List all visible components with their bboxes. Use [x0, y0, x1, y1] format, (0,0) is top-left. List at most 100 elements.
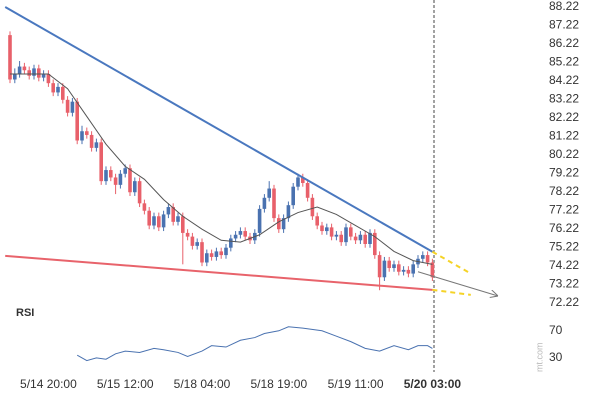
candle-body	[137, 181, 142, 204]
y-tick-label: 78.22	[549, 184, 579, 198]
candle-body	[51, 83, 55, 93]
candle-body	[37, 68, 41, 78]
candle-body	[224, 247, 228, 256]
candle-body	[406, 269, 411, 274]
y-tick-label: 83.22	[549, 92, 579, 106]
candle-body	[387, 260, 391, 269]
y-tick-label: 81.22	[549, 129, 579, 143]
candle-body	[291, 186, 295, 206]
y-tick-label: 77.22	[549, 203, 579, 217]
y-tick-label: 75.22	[549, 239, 579, 253]
candle-body	[80, 131, 84, 141]
candle-body	[382, 260, 387, 278]
x-tick-label: 5/20 03:00	[404, 377, 462, 391]
candle-body	[161, 214, 166, 228]
y-tick-label: 74.22	[549, 258, 579, 272]
candle-body	[142, 203, 147, 211]
y-tick-label: 85.22	[549, 55, 579, 69]
candle-body	[363, 234, 367, 244]
y-tick-label: 76.22	[549, 221, 579, 235]
candle-body	[421, 255, 425, 259]
candle-body	[358, 234, 363, 241]
rsi-title: RSI	[16, 307, 34, 319]
candle-body	[272, 188, 276, 219]
candle-body	[257, 208, 262, 233]
candle-body	[305, 183, 310, 198]
candle-body	[13, 73, 17, 80]
candle-body	[262, 197, 267, 209]
candle-body	[430, 262, 435, 278]
candle-body	[17, 66, 22, 74]
x-tick-label: 5/18 19:00	[250, 377, 307, 391]
candle-body	[128, 168, 132, 193]
candle-body	[425, 255, 430, 263]
x-tick-label: 5/14 20:00	[20, 377, 77, 391]
candle-body	[32, 68, 36, 76]
candle-body	[75, 101, 79, 141]
candle-body	[65, 99, 70, 113]
candle-body	[152, 216, 156, 226]
candle-body	[113, 177, 118, 185]
candle-body	[329, 227, 334, 237]
candle-body	[243, 231, 247, 237]
candle-body	[397, 264, 401, 272]
candle-body	[229, 238, 233, 248]
line	[417, 271, 497, 296]
candle-body	[94, 142, 99, 148]
candle-body	[185, 232, 190, 237]
candle-body	[353, 236, 358, 241]
candle-body	[89, 134, 94, 148]
candle-body	[147, 210, 151, 226]
candle-body	[109, 170, 113, 178]
candle-body	[401, 269, 406, 272]
candle-body	[181, 216, 185, 233]
candle-body	[27, 70, 31, 76]
y-tick-label: 70	[549, 323, 563, 337]
candle-body	[123, 168, 127, 174]
candle-body	[315, 216, 319, 226]
candle-body	[238, 231, 243, 235]
candle-body	[233, 234, 238, 239]
y-tick-label: 88.22	[549, 0, 579, 13]
candle-body	[219, 251, 223, 256]
candle-body	[166, 207, 171, 215]
candle-body	[301, 177, 305, 183]
candle-body	[46, 73, 51, 84]
y-tick-label: 79.22	[549, 166, 579, 180]
candle-body	[296, 177, 300, 187]
y-tick-label: 80.22	[549, 147, 579, 161]
y-tick-label: 84.22	[549, 73, 579, 87]
candle-body	[277, 218, 281, 230]
x-tick-label: 5/19 11:00	[328, 377, 384, 391]
candle-body	[195, 242, 199, 246]
candle-body	[8, 35, 12, 80]
candle-body	[411, 264, 415, 274]
candle-body	[334, 234, 339, 237]
candle-body	[70, 101, 75, 113]
candle-body	[157, 216, 161, 228]
candle-body	[22, 66, 27, 71]
line	[76, 326, 433, 362]
candle-body	[171, 207, 175, 222]
y-tick-label: 82.22	[549, 110, 579, 124]
candle-body	[205, 253, 209, 263]
line	[10, 73, 433, 265]
candle-body	[99, 142, 103, 182]
candle-body	[61, 86, 65, 100]
line	[4, 6, 433, 253]
candle-body	[85, 131, 89, 135]
y-tick-label: 72.22	[549, 295, 579, 309]
y-tick-label: 86.22	[549, 36, 579, 50]
line	[5, 254, 433, 291]
candle-body	[392, 264, 396, 269]
line	[432, 288, 471, 296]
candle-body	[325, 227, 329, 232]
candle-body	[133, 181, 137, 193]
candle-body	[200, 242, 204, 263]
line	[431, 250, 472, 275]
candle-body	[377, 255, 382, 278]
candle-body	[373, 232, 377, 256]
candle-body	[286, 205, 291, 219]
candle-body	[368, 232, 372, 244]
